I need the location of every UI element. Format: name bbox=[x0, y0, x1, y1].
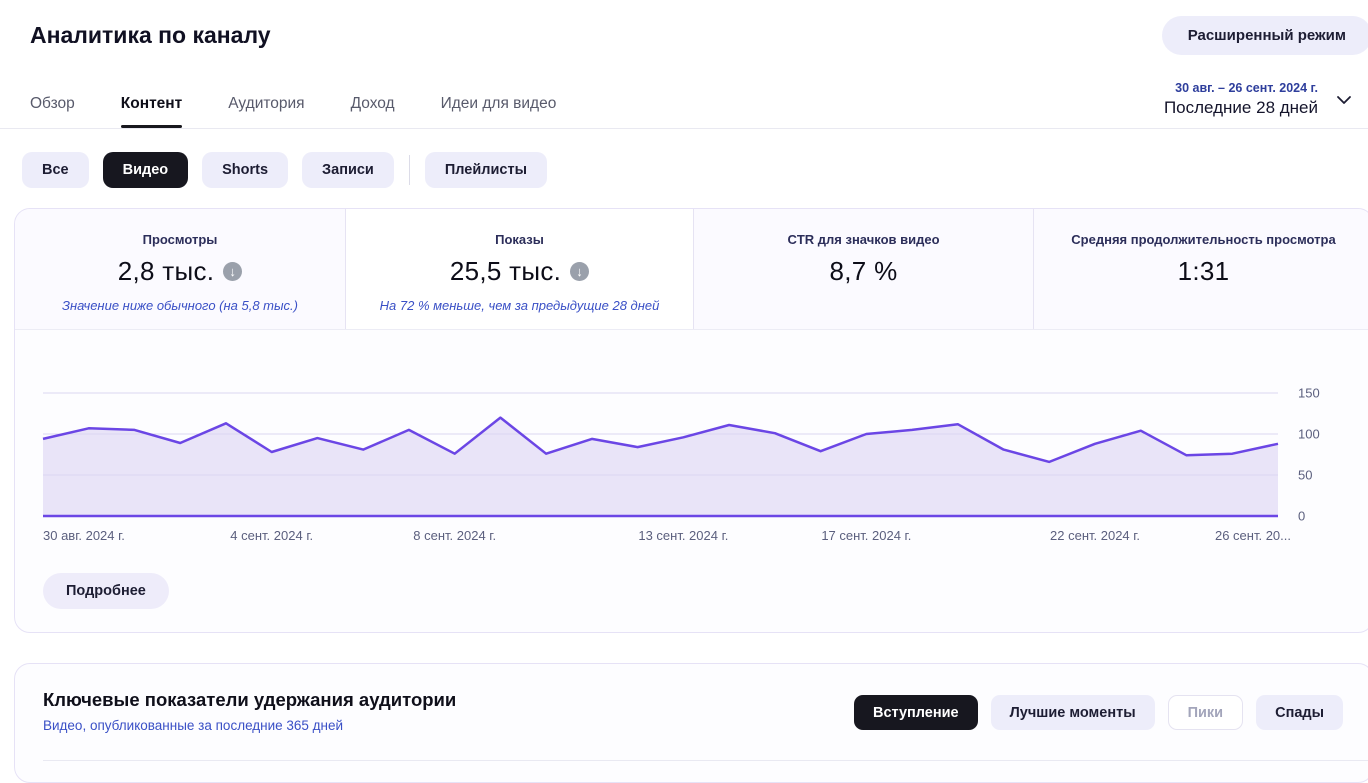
date-range-texts: 30 авг. – 26 сент. 2024 г. Последние 28 … bbox=[1164, 81, 1318, 118]
period-label: Последние 28 дней bbox=[1163, 98, 1318, 117]
metric-value-text: 1:31 bbox=[1177, 256, 1230, 286]
y-axis-tick-label: 50 bbox=[1298, 468, 1312, 483]
metric-value: 8,7 % bbox=[704, 256, 1023, 287]
impressions-chart[interactable]: 0 50 100 150 30 авг. 2024 г. 4 сент. 2024 г. 8… bbox=[15, 350, 1368, 555]
x-axis-tick-label: 26 сент. 20... bbox=[1215, 528, 1291, 543]
metric-cell-ctr[interactable]: CTR для значков видео 8,7 % bbox=[693, 209, 1033, 329]
filter-chip-shorts[interactable]: Shorts bbox=[202, 152, 289, 188]
chart-series-line bbox=[42, 416, 1279, 464]
metric-value: 1:31 bbox=[1044, 256, 1363, 287]
tab-audience[interactable]: Аудитория bbox=[228, 95, 304, 128]
x-axis-tick-label: 4 сент. 2024 г. bbox=[230, 528, 313, 543]
x-axis-tick-label: 13 сент. 2024 г. bbox=[638, 528, 728, 543]
y-axis-tick-label: 100 bbox=[1298, 427, 1320, 442]
filter-chip-video[interactable]: Видео bbox=[102, 152, 189, 188]
filter-chip-playlists[interactable]: Плейлисты bbox=[424, 152, 547, 188]
x-axis-tick-label: 8 сент. 2024 г. bbox=[413, 528, 496, 543]
chart-area-fill bbox=[43, 417, 1278, 516]
y-axis-tick-label: 150 bbox=[1298, 386, 1320, 401]
retention-title: Ключевые показатели удержания аудитории bbox=[43, 689, 457, 710]
metric-cell-views[interactable]: Просмотры 2,8 тыс. ↓ Значение ниже обычного… bbox=[15, 209, 345, 329]
page-title: Аналитика по каналу bbox=[30, 22, 271, 48]
retention-button-intro[interactable]: Вступление bbox=[853, 695, 978, 730]
filter-divider bbox=[408, 155, 410, 185]
date-range-picker[interactable]: 30 авг. – 26 сент. 2024 г. Последние 28 … bbox=[1164, 81, 1354, 118]
retention-header: Ключевые показатели удержания аудитории … bbox=[43, 689, 456, 733]
retention-table-divider bbox=[43, 760, 1368, 761]
analytics-tabs: Обзор Контент Аудитория Доход Идеи для видео bbox=[30, 95, 556, 128]
tab-revenue[interactable]: Доход bbox=[351, 95, 395, 128]
metric-value-text: 8,7 % bbox=[829, 256, 898, 286]
tab-video-ideas[interactable]: Идеи для видео bbox=[441, 95, 557, 128]
metric-cell-impressions[interactable]: Показы 25,5 тыс. ↓ На 72 % меньше, чем за п… bbox=[345, 209, 693, 329]
metric-caption: На 72 % меньше, чем за предыдущие 28 дне… bbox=[379, 298, 660, 313]
metric-label: CTR для значков видео bbox=[787, 232, 940, 247]
details-button[interactable]: Подробнее bbox=[43, 573, 169, 609]
header: Аналитика по каналу Расширенный режим Об… bbox=[0, 0, 1368, 129]
metric-value-text: 2,8 тыс. bbox=[117, 256, 215, 286]
y-axis-tick-label: 0 bbox=[1298, 509, 1305, 524]
trend-down-icon: ↓ bbox=[223, 262, 243, 281]
metric-value: 2,8 тыс. ↓ bbox=[25, 256, 335, 287]
advanced-mode-button[interactable]: Расширенный режим bbox=[1161, 16, 1368, 55]
chart-svg: 0 50 100 150 30 авг. 2024 г. 4 сент. 2024 г. 8… bbox=[42, 386, 1320, 543]
retention-card: Ключевые показатели удержания аудитории … bbox=[14, 663, 1368, 783]
filter-chip-all[interactable]: Все bbox=[22, 152, 89, 188]
date-range-label: 30 авг. – 26 сент. 2024 г. bbox=[1175, 81, 1318, 95]
metric-cell-avg-duration[interactable]: Средняя продолжительность просмотра 1:31 bbox=[1033, 209, 1368, 329]
x-axis-tick-label: 17 сент. 2024 г. bbox=[821, 528, 911, 543]
metric-value-text: 25,5 тыс. bbox=[449, 256, 562, 286]
chevron-down-icon bbox=[1337, 95, 1351, 104]
metric-label: Просмотры bbox=[142, 232, 218, 247]
retention-segment-buttons: Вступление Лучшие моменты Пики Спады bbox=[853, 695, 1343, 730]
x-axis-tick-label: 22 сент. 2024 г. bbox=[1050, 528, 1140, 543]
metric-label: Средняя продолжительность просмотра bbox=[1071, 232, 1336, 247]
metric-value: 25,5 тыс. ↓ bbox=[356, 256, 683, 287]
x-axis-tick-label: 30 авг. 2024 г. bbox=[43, 528, 125, 543]
metric-tabs: Просмотры 2,8 тыс. ↓ Значение ниже обычного… bbox=[15, 209, 1368, 330]
tab-content[interactable]: Контент bbox=[120, 95, 183, 128]
metrics-card: Просмотры 2,8 тыс. ↓ Значение ниже обычного… bbox=[14, 208, 1368, 633]
metric-label: Показы bbox=[495, 232, 544, 247]
trend-down-icon: ↓ bbox=[570, 262, 590, 281]
tab-overview[interactable]: Обзор bbox=[30, 95, 75, 128]
filter-chip-live[interactable]: Записи bbox=[302, 152, 394, 188]
retention-button-dips[interactable]: Спады bbox=[1256, 695, 1343, 730]
retention-button-top-moments[interactable]: Лучшие моменты bbox=[990, 695, 1155, 730]
retention-button-spikes: Пики bbox=[1167, 695, 1244, 730]
metric-caption: Значение ниже обычного (на 5,8 тыс.) bbox=[61, 298, 299, 313]
retention-subtitle: Видео, опубликованные за последние 365 д… bbox=[43, 718, 344, 733]
content-type-filters: Все Видео Shorts Записи Плейлисты bbox=[22, 152, 1368, 188]
